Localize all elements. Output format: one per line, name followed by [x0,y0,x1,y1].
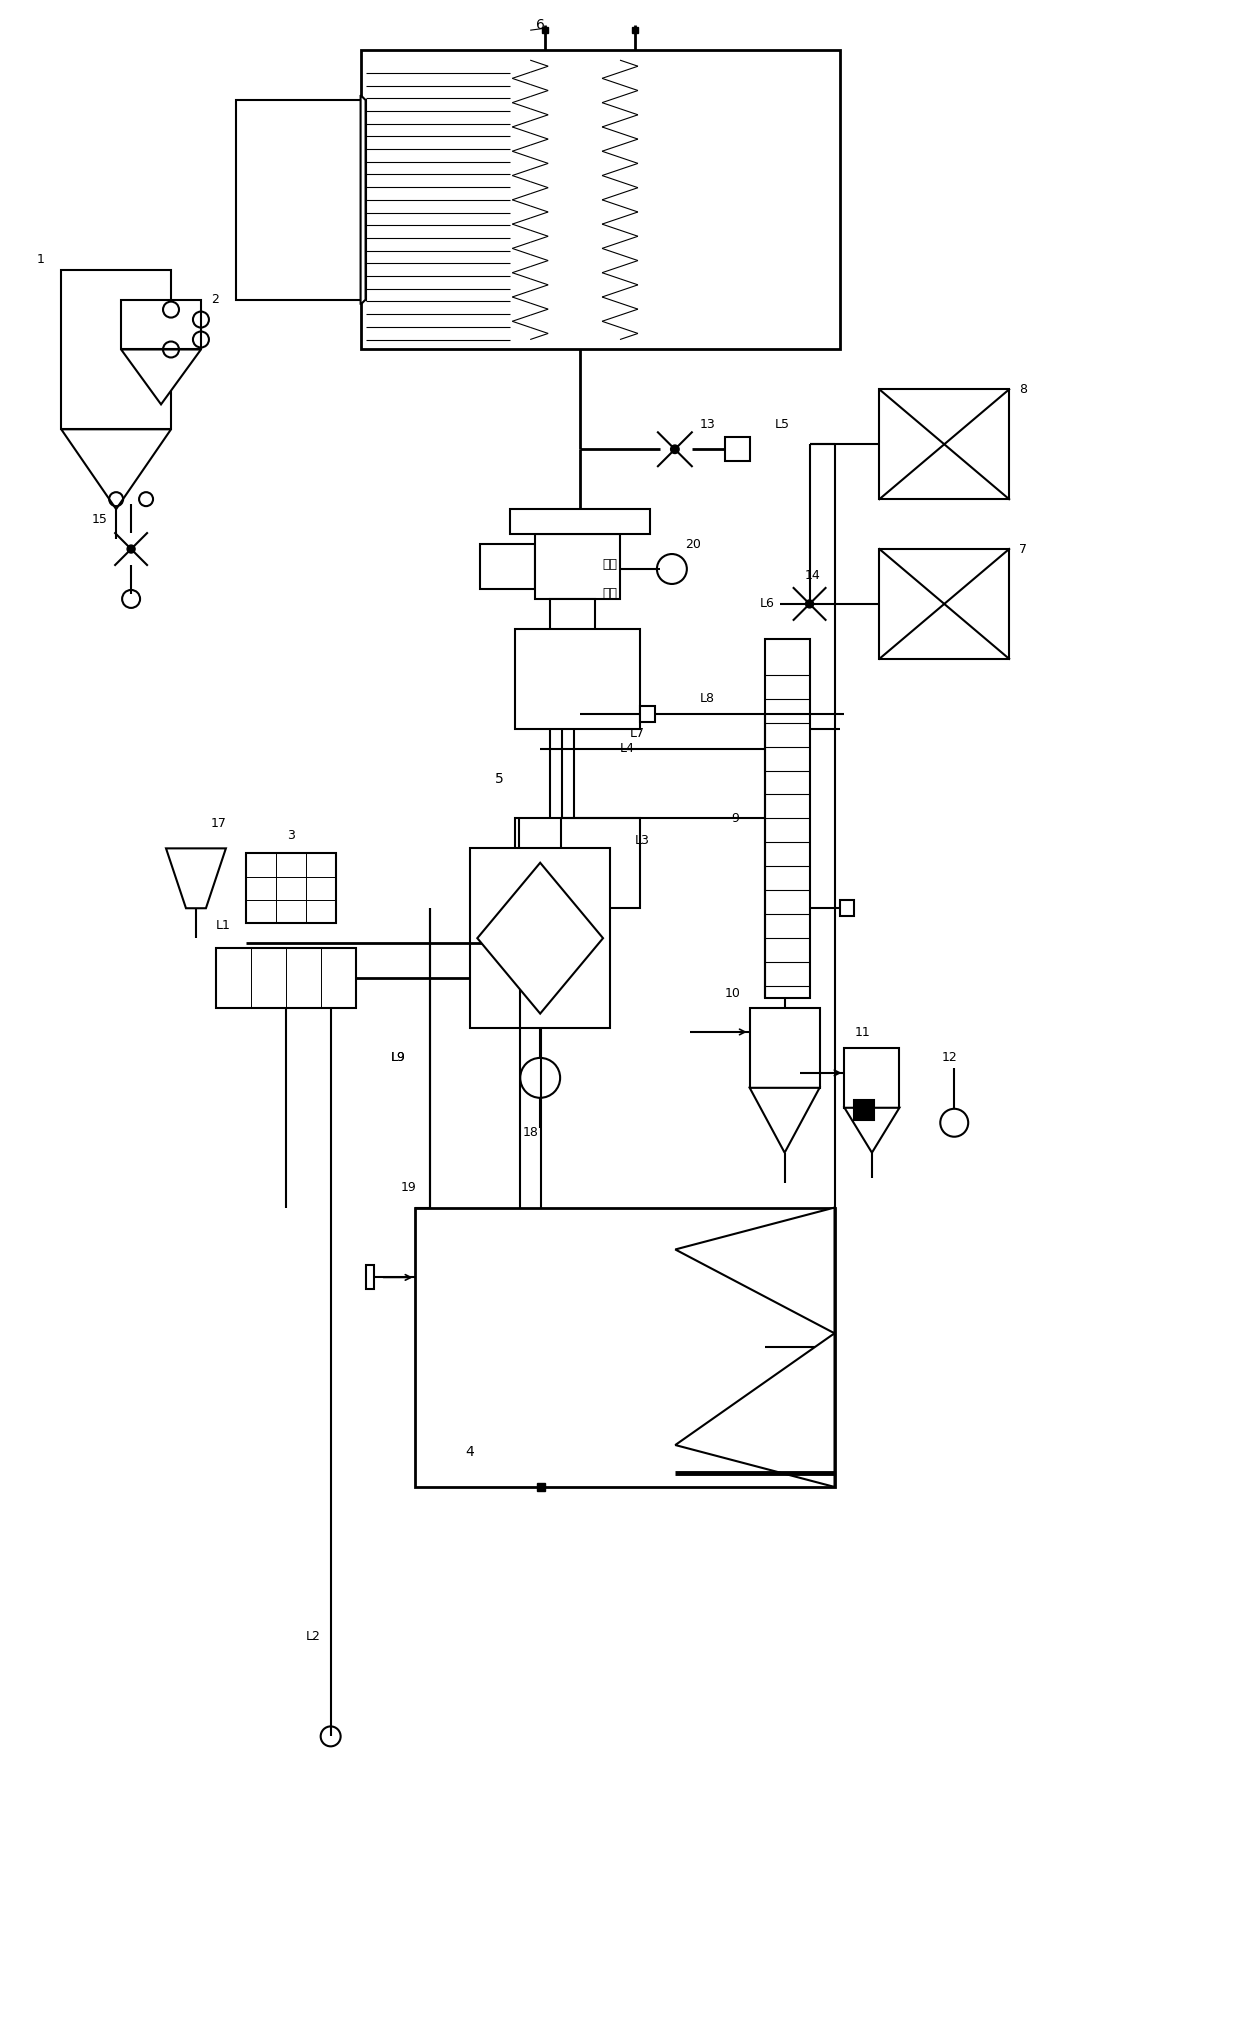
Text: 1: 1 [36,254,45,266]
Text: 19: 19 [401,1180,417,1194]
Text: L7: L7 [630,728,645,740]
Bar [516,629,640,728]
Text: 13: 13 [699,418,715,430]
Text: L3: L3 [635,834,650,848]
Bar [361,51,839,349]
Text: L4: L4 [620,742,635,754]
Polygon shape [122,349,201,404]
Bar [546,639,600,679]
Bar [122,300,201,349]
Polygon shape [166,848,226,909]
Text: 蒸汽: 蒸汽 [603,558,618,570]
Text: 8: 8 [1019,383,1027,395]
Bar [510,509,650,533]
Bar [724,438,750,460]
Text: 给水: 给水 [603,588,618,600]
Bar [516,819,640,909]
Text: 2: 2 [211,294,218,306]
Circle shape [671,444,680,454]
Bar [236,99,366,300]
Bar [839,900,854,917]
Text: 4: 4 [465,1446,474,1458]
Bar [480,544,536,588]
Text: 11: 11 [854,1026,870,1040]
Text: L9: L9 [391,1051,405,1065]
Polygon shape [361,95,366,304]
Circle shape [806,600,813,608]
Text: 15: 15 [92,513,107,525]
Bar [551,598,595,639]
Bar [844,1048,899,1107]
Text: L8: L8 [699,692,714,706]
Bar [765,639,810,998]
Text: 14: 14 [805,570,821,582]
Bar [246,854,336,923]
Text: 5: 5 [495,771,503,785]
Polygon shape [477,862,603,1014]
Bar [536,533,620,598]
Bar [879,550,1009,659]
Bar [470,848,610,1028]
Bar [854,1099,874,1119]
Text: 12: 12 [941,1051,957,1065]
Text: 7: 7 [1019,544,1027,556]
Text: 6: 6 [536,18,544,32]
Polygon shape [750,1087,820,1152]
Text: 17: 17 [211,817,227,829]
Text: L6: L6 [760,598,775,610]
Text: 9: 9 [730,811,739,825]
Bar [61,270,171,430]
Text: L1: L1 [216,919,231,931]
Circle shape [128,546,135,554]
Polygon shape [676,1332,835,1487]
Bar [750,1008,820,1087]
Text: 20: 20 [684,537,701,550]
Polygon shape [844,1107,899,1152]
Text: L9: L9 [391,1051,405,1065]
Polygon shape [61,430,171,509]
Bar [640,706,655,722]
Text: 18: 18 [522,1126,538,1140]
Bar [216,949,356,1008]
Text: 3: 3 [286,829,295,842]
Bar [879,389,1009,499]
Polygon shape [676,1207,835,1332]
Text: 10: 10 [724,986,740,1000]
Bar [415,1207,835,1487]
Text: L5: L5 [775,418,790,430]
Bar [366,1265,373,1290]
Text: L2: L2 [306,1631,321,1643]
